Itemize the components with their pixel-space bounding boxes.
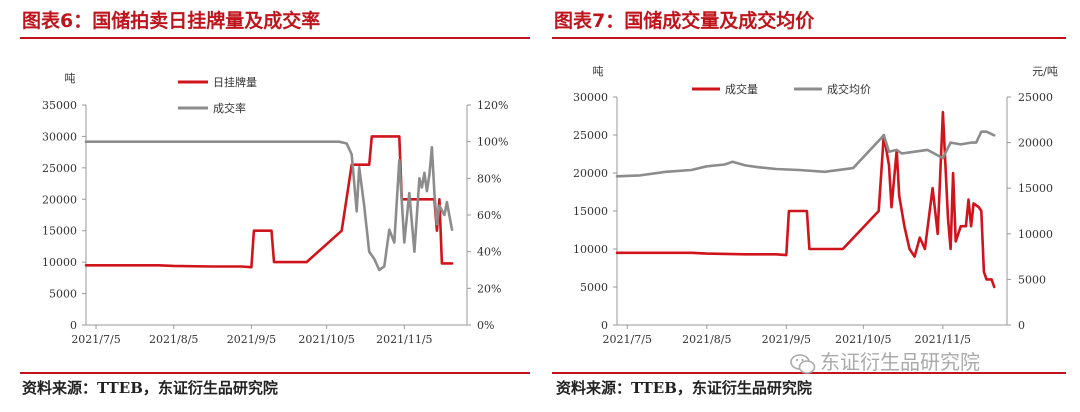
right-y-tick-label: 20% [477,282,501,295]
right-y-tick-label: 40% [477,246,501,259]
x-tick-label: 2021/9/5 [762,333,811,346]
figure-7-chart: 0 5000 10000 15000 20000 25000 30000 0 5000 10000… [573,65,1058,346]
left-y-tick-label: 5000 [580,281,608,294]
left-y-tick-label: 10000 [573,243,608,256]
legend-label-2: 成交率 [213,101,246,115]
left-axis-unit: 吨 [593,65,604,78]
left-y-tick-label: 0 [70,319,77,332]
figure-7-top-rule [552,37,1066,39]
left-y-tick-label: 10000 [42,256,77,269]
legend-label-2: 成交均价 [827,82,871,96]
left-y-tick-label: 5000 [49,288,77,301]
right-y-tick-label: 5000 [1018,273,1046,286]
right-y-tick-label: 120% [477,99,508,112]
figure-7-title: 图表7：国储成交量及成交均价 [554,10,815,32]
x-tick-label: 2021/10/5 [835,333,891,346]
right-axis-unit: 元/吨 [1032,65,1058,78]
right-y-tick-label: 0% [477,319,494,332]
left-y-tick-label: 35000 [42,99,77,112]
figure-6-chart: 0 5000 10000 15000 20000 25000 30000 35000 0% 20%… [42,72,508,346]
figure-6-top-rule [20,37,530,39]
x-tick-label: 2021/7/5 [71,333,120,346]
left-y-tick-label: 0 [601,319,608,332]
series-line-1 [615,110,996,289]
right-y-tick-label: 100% [477,136,508,149]
series-line-2 [615,130,996,178]
left-axis-unit: 吨 [65,72,76,85]
left-y-tick-label: 25000 [42,162,77,175]
left-y-tick-label: 15000 [573,205,608,218]
left-y-tick-label: 20000 [42,193,77,206]
right-y-tick-label: 15000 [1018,182,1053,195]
watermark-text: 东证衍生品研究院 [820,350,980,374]
figure-6-source: 资料来源：TTEB，东证衍生品研究院 [22,379,278,397]
x-tick-label: 2021/7/5 [603,333,652,346]
figure-6: 图表6：国储拍卖日挂牌量及成交率 0 5000 10000 15000 20000 250… [20,10,530,397]
watermark: 东证衍生品研究院 [790,346,980,375]
x-tick-label: 2021/11/5 [915,333,971,346]
figure-6-title: 图表6：国储拍卖日挂牌量及成交率 [22,10,321,32]
legend-label-1: 日挂牌量 [213,75,257,89]
right-y-tick-label: 60% [477,209,501,222]
left-y-tick-label: 15000 [42,225,77,238]
figure-6-bottom-rule [20,372,530,374]
x-tick-label: 2021/9/5 [227,333,276,346]
series-line-2 [84,140,454,272]
figure-7-source: 资料来源：TTEB，东证衍生品研究院 [556,379,812,397]
legend-label-1: 成交量 [725,82,758,96]
right-y-tick-label: 20000 [1018,137,1053,150]
left-y-tick-label: 30000 [42,130,77,143]
x-tick-label: 2021/11/5 [376,333,432,346]
right-y-tick-label: 0 [1018,319,1025,332]
series-line-1 [84,135,454,269]
x-tick-label: 2021/8/5 [149,333,198,346]
left-y-tick-label: 30000 [573,91,608,104]
figure-7: 图表7：国储成交量及成交均价 0 5000 10000 15000 20000 25000… [540,0,1080,412]
left-y-tick-label: 20000 [573,167,608,180]
x-tick-label: 2021/8/5 [682,333,731,346]
x-tick-label: 2021/10/5 [298,333,354,346]
left-y-tick-label: 25000 [573,129,608,142]
right-y-tick-label: 10000 [1018,228,1053,241]
wechat-icon [790,353,816,374]
right-y-tick-label: 80% [477,172,501,185]
right-y-tick-label: 25000 [1018,91,1053,104]
